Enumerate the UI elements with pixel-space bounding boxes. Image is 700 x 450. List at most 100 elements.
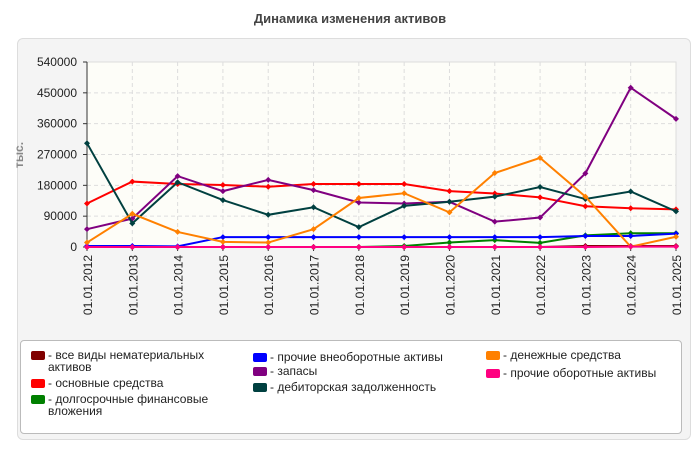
series-line	[86, 156, 677, 248]
data-point	[401, 244, 408, 250]
data-point	[446, 239, 453, 246]
data-point	[673, 230, 679, 237]
y-axis-label: тыс.	[12, 142, 26, 168]
y-tick-label: 360000	[37, 117, 77, 131]
data-point	[355, 199, 362, 206]
legend-swatch	[253, 383, 267, 392]
legend-label: - дебиторская задолженность	[270, 380, 437, 394]
legend-item: - дебиторская задолженность	[253, 381, 473, 393]
data-point	[537, 234, 544, 241]
data-point	[174, 228, 181, 235]
legend-label: - прочие внеоборотные активы	[270, 350, 443, 364]
data-point	[673, 243, 679, 250]
x-tick-label: 01.01.2018	[353, 255, 367, 315]
data-point	[265, 239, 272, 246]
legend-label: - основные средства	[48, 376, 164, 390]
data-point	[582, 193, 589, 200]
data-point	[129, 244, 136, 250]
data-point	[446, 244, 453, 250]
data-point	[310, 180, 317, 187]
data-point	[582, 170, 589, 177]
data-point	[446, 198, 453, 205]
data-point	[491, 193, 498, 200]
data-point	[627, 84, 634, 91]
y-tick-label: 180000	[37, 178, 77, 192]
legend-swatch	[31, 395, 45, 404]
data-point	[401, 202, 408, 209]
y-tick-label: 0	[70, 240, 77, 254]
series-line	[86, 180, 677, 211]
legend-item: - денежные средства	[486, 349, 676, 361]
data-point	[174, 244, 181, 250]
data-point	[219, 197, 226, 204]
legend-swatch	[31, 379, 45, 388]
y-tick-label: 270000	[37, 148, 77, 162]
data-point	[582, 203, 589, 210]
legend-item: - запасы	[253, 365, 473, 377]
data-point	[129, 178, 136, 185]
x-tick-label: 01.01.2013	[126, 255, 140, 315]
data-point	[446, 188, 453, 195]
x-tick-label: 01.01.2019	[398, 255, 412, 315]
legend-label: - денежные средства	[503, 348, 621, 362]
data-point	[491, 170, 498, 176]
data-point	[355, 224, 362, 231]
data-point	[446, 234, 453, 241]
legend-swatch	[486, 369, 500, 378]
data-point	[84, 226, 90, 233]
data-point	[355, 195, 362, 202]
x-tick-label: 01.01.2017	[308, 255, 322, 315]
series-line	[86, 86, 677, 231]
legend-item: - основные средства	[31, 377, 231, 389]
legend-item: - долгосрочные финансовые вложения	[31, 393, 231, 417]
legend-swatch	[31, 351, 45, 360]
data-point	[491, 237, 498, 244]
data-point	[582, 233, 589, 240]
legend-swatch	[253, 353, 267, 362]
data-point	[537, 154, 544, 161]
data-point	[310, 234, 317, 241]
data-point	[84, 239, 90, 246]
chart-title: Динамика изменения активов	[253, 11, 447, 26]
data-point	[265, 244, 272, 250]
data-point	[219, 188, 226, 195]
data-point	[491, 218, 498, 225]
data-point	[84, 140, 90, 147]
data-point	[537, 239, 544, 246]
x-tick-label: 01.01.2022	[534, 255, 548, 315]
data-point	[401, 234, 408, 241]
data-point	[491, 190, 498, 197]
data-point	[537, 244, 544, 250]
data-point	[84, 200, 90, 207]
data-point	[537, 194, 544, 201]
data-point	[355, 234, 362, 241]
chart-legend: - все виды нематериальных активов - основ…	[20, 340, 682, 434]
x-tick-label: 01.01.2015	[217, 255, 231, 315]
data-point	[219, 181, 226, 188]
legend-item: - прочие оборотные активы	[486, 367, 676, 379]
data-point	[627, 188, 634, 195]
data-point	[310, 244, 317, 250]
data-point	[446, 209, 453, 216]
data-point	[219, 238, 226, 245]
legend-label: - долгосрочные финансовые вложения	[48, 392, 209, 418]
data-point	[537, 214, 544, 221]
legend-item: - прочие внеоборотные активы	[253, 351, 473, 363]
data-point	[265, 234, 272, 241]
data-point	[627, 243, 634, 250]
data-point	[673, 115, 679, 122]
legend-swatch	[486, 351, 500, 360]
data-point	[84, 244, 90, 250]
legend-label: - прочие оборотные активы	[503, 366, 657, 380]
legend-swatch	[253, 367, 267, 376]
data-point	[310, 204, 317, 211]
data-point	[673, 233, 679, 240]
data-point	[219, 244, 226, 250]
data-point	[582, 244, 589, 250]
x-tick-label: 01.01.2014	[172, 255, 186, 315]
data-point	[537, 184, 544, 191]
data-point	[265, 211, 272, 218]
data-point	[265, 176, 272, 183]
data-point	[265, 183, 272, 190]
